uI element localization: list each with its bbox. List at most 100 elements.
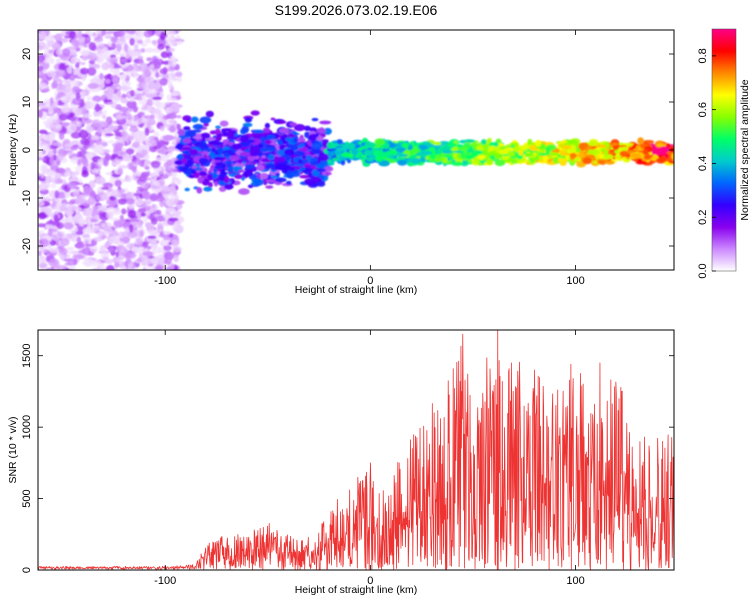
heatmap-cell bbox=[78, 129, 89, 139]
heatmap-cell bbox=[75, 47, 81, 52]
heatmap-cell bbox=[117, 155, 124, 160]
heatmap-cell bbox=[58, 114, 68, 121]
heatmap-cell bbox=[316, 127, 326, 134]
heatmap-cell bbox=[38, 139, 42, 148]
heatmap-cell bbox=[245, 164, 256, 169]
heatmap-cell bbox=[489, 155, 496, 160]
heatmap-cell bbox=[637, 137, 644, 145]
heatmap-cell bbox=[73, 189, 80, 197]
heatmap-cell bbox=[147, 223, 155, 231]
heatmap-cell bbox=[103, 99, 113, 103]
heatmap-cell bbox=[38, 150, 44, 155]
heatmap-cell bbox=[159, 31, 166, 41]
heatmap-cell bbox=[38, 54, 46, 63]
heatmap-cell bbox=[213, 136, 222, 141]
heatmap-cell bbox=[242, 122, 253, 128]
heatmap-cell bbox=[152, 68, 159, 72]
heatmap-cell bbox=[442, 150, 453, 154]
heatmap-cell bbox=[438, 150, 443, 155]
heatmap-cell bbox=[105, 171, 113, 176]
heatmap-cell bbox=[147, 139, 157, 147]
heatmap-cell bbox=[38, 65, 44, 72]
heatmap-cell bbox=[442, 157, 448, 163]
heatmap-cell bbox=[105, 78, 111, 84]
heatmap-cell bbox=[270, 117, 276, 121]
heatmap-cell bbox=[219, 171, 228, 175]
heatmap-cell bbox=[96, 30, 103, 35]
heatmap-cell bbox=[126, 113, 133, 122]
heatmap-cell bbox=[456, 144, 464, 148]
heatmap-cell bbox=[62, 48, 71, 56]
heatmap-cell bbox=[243, 170, 254, 177]
heatmap-cell bbox=[97, 186, 102, 193]
heatmap-cell bbox=[69, 49, 77, 55]
heatmap-cell bbox=[106, 265, 115, 270]
heatmap-cell bbox=[53, 99, 59, 107]
heatmap-cell bbox=[110, 189, 120, 197]
heatmap-cell bbox=[239, 141, 250, 148]
heatmap-cell bbox=[94, 176, 104, 184]
heatmap-cell bbox=[43, 98, 51, 106]
heatmap-cell bbox=[121, 208, 127, 215]
heatmap-cell bbox=[176, 30, 181, 33]
heatmap-cell bbox=[97, 230, 105, 237]
heatmap-cell bbox=[294, 150, 306, 157]
heatmap-cell bbox=[143, 70, 152, 78]
heatmap-cell bbox=[59, 205, 67, 212]
heatmap-cell bbox=[176, 155, 184, 159]
heatmap-cell bbox=[83, 186, 94, 195]
heatmap-cell bbox=[200, 148, 212, 153]
heatmap-cell bbox=[113, 146, 118, 153]
heatmap-cell bbox=[49, 164, 59, 170]
heatmap-cell bbox=[86, 126, 94, 133]
heatmap-cell bbox=[168, 80, 173, 90]
heatmap-cell bbox=[184, 187, 190, 192]
heatmap-cell bbox=[214, 151, 219, 155]
heatmap-cell bbox=[176, 123, 181, 131]
heatmap-cell bbox=[232, 166, 243, 171]
heatmap-cell bbox=[110, 50, 120, 55]
heatmap-cell bbox=[94, 103, 100, 113]
heatmap-cell bbox=[146, 251, 152, 257]
heatmap-cell bbox=[47, 228, 53, 237]
heatmap-cell bbox=[159, 78, 168, 86]
heatmap-cell bbox=[148, 93, 160, 98]
heatmap-cell bbox=[107, 125, 118, 131]
heatmap-cell bbox=[221, 163, 227, 170]
heatmap-cell bbox=[125, 148, 135, 155]
heatmap-cell bbox=[155, 71, 160, 78]
heatmap-cell bbox=[109, 67, 120, 74]
heatmap-cell bbox=[75, 108, 82, 116]
heatmap-cell bbox=[208, 140, 220, 145]
heatmap-cell bbox=[47, 133, 54, 140]
heatmap-cell bbox=[191, 140, 198, 144]
heatmap-cell bbox=[67, 150, 73, 156]
heatmap-cell bbox=[127, 210, 137, 219]
heatmap-cell bbox=[614, 149, 619, 154]
heatmap-cell bbox=[67, 123, 77, 132]
heatmap-cell bbox=[163, 245, 172, 251]
heatmap-cell bbox=[90, 135, 100, 141]
colorbar-gradient bbox=[712, 29, 736, 271]
heatmap-cell bbox=[264, 139, 272, 145]
heatmap-cell bbox=[85, 207, 93, 216]
heatmap-cell bbox=[100, 252, 108, 259]
heatmap-cell bbox=[49, 156, 54, 164]
heatmap-cell bbox=[247, 184, 254, 189]
heatmap-cell bbox=[101, 141, 108, 147]
heatmap-cell bbox=[111, 159, 122, 166]
heatmap-cell bbox=[155, 215, 166, 222]
heatmap-cell bbox=[124, 251, 133, 260]
heatmap-cell bbox=[596, 144, 607, 148]
heatmap-cell bbox=[38, 258, 42, 265]
heatmap-cell bbox=[88, 180, 96, 189]
heatmap-cell bbox=[121, 129, 127, 137]
heatmap-cell bbox=[121, 93, 127, 99]
heatmap-cell bbox=[552, 156, 560, 164]
heatmap-cell bbox=[159, 178, 165, 186]
heatmap-cell bbox=[94, 64, 101, 69]
heatmap-cell bbox=[165, 267, 171, 270]
heatmap-cell bbox=[78, 249, 87, 254]
heatmap-cell bbox=[148, 89, 157, 94]
heatmap-cell bbox=[38, 105, 50, 109]
